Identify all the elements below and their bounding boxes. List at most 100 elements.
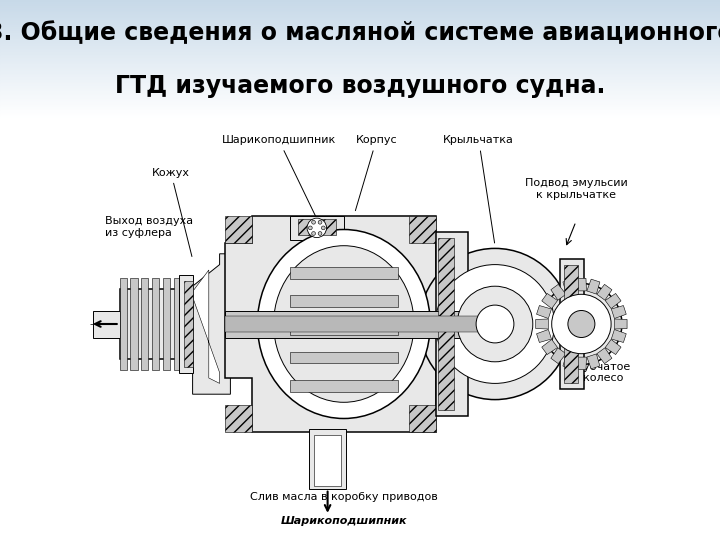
Bar (0, 24, 720, 25)
Bar (0, 78, 720, 79)
Text: ГТД изучаемого воздушного судна.: ГТД изучаемого воздушного судна. (114, 73, 606, 98)
Bar (0, 43, 720, 44)
Bar (0, 11, 720, 12)
Bar (0, 89, 720, 90)
Polygon shape (536, 329, 552, 342)
Bar (289, 295, 397, 307)
Bar (225, 405, 252, 432)
Polygon shape (597, 285, 612, 300)
Circle shape (318, 220, 322, 224)
Bar (0, 51, 720, 52)
Bar (0, 76, 720, 77)
Bar (409, 216, 436, 243)
Circle shape (308, 226, 312, 230)
Polygon shape (606, 340, 621, 355)
Bar (309, 429, 346, 489)
Bar (0, 91, 720, 93)
Bar (0, 45, 720, 46)
Bar (0, 118, 720, 119)
Bar (120, 289, 184, 359)
Bar (0, 112, 720, 113)
Polygon shape (577, 278, 586, 291)
Bar (0, 108, 720, 109)
Bar (225, 216, 252, 243)
Bar (0, 57, 720, 58)
Bar (0, 13, 720, 14)
Bar (0, 29, 720, 30)
Bar (0, 16, 720, 17)
Bar (0, 36, 720, 37)
Bar (289, 352, 397, 363)
Bar (0, 55, 720, 56)
Bar (179, 275, 192, 373)
Bar (141, 278, 148, 370)
Bar (0, 46, 720, 48)
Polygon shape (606, 293, 621, 308)
Polygon shape (192, 270, 220, 383)
Bar (0, 103, 720, 105)
Bar (0, 37, 720, 38)
Polygon shape (192, 254, 230, 394)
Bar (0, 40, 720, 42)
Bar (0, 20, 720, 22)
Bar (0, 30, 720, 31)
Bar (0, 68, 720, 69)
Bar (0, 19, 720, 20)
Bar (0, 62, 720, 63)
Bar (0, 2, 720, 4)
Bar (0, 49, 720, 50)
Bar (0, 69, 720, 70)
Bar (0, 88, 720, 89)
Bar (298, 219, 336, 235)
Polygon shape (551, 285, 566, 300)
Bar (289, 216, 344, 240)
Bar (0, 85, 720, 87)
Bar (0, 0, 720, 1)
Bar (0, 48, 720, 49)
Bar (225, 316, 505, 332)
Polygon shape (225, 216, 436, 432)
Bar (174, 278, 181, 370)
Bar (0, 117, 720, 118)
Bar (289, 323, 397, 335)
Bar (0, 93, 720, 94)
Bar (152, 278, 159, 370)
Ellipse shape (258, 230, 430, 418)
Circle shape (476, 305, 514, 343)
Bar (0, 5, 720, 6)
Bar (0, 18, 720, 19)
Bar (0, 63, 720, 64)
Text: Зубчатое
колесо: Зубчатое колесо (576, 362, 630, 383)
Bar (0, 99, 720, 100)
Bar (289, 267, 397, 279)
Bar (0, 102, 720, 103)
Bar (0, 72, 720, 73)
Bar (0, 83, 720, 84)
Bar (0, 32, 720, 33)
Bar (0, 105, 720, 106)
Bar (0, 97, 720, 99)
Text: Шарикоподшипник: Шарикоподшипник (222, 136, 336, 216)
Bar (0, 52, 720, 53)
Polygon shape (563, 279, 576, 294)
Bar (0, 22, 720, 23)
Bar (0, 87, 720, 88)
Polygon shape (541, 293, 557, 308)
Bar (0, 26, 720, 28)
Circle shape (318, 232, 322, 235)
Bar (560, 259, 584, 389)
Polygon shape (587, 279, 600, 294)
Bar (409, 405, 436, 432)
Text: Корпус: Корпус (356, 136, 397, 211)
Bar (130, 278, 138, 370)
Bar (120, 278, 127, 370)
Bar (0, 75, 720, 76)
Circle shape (568, 310, 595, 338)
Bar (0, 10, 720, 11)
Bar (0, 8, 720, 10)
Circle shape (312, 220, 315, 224)
Circle shape (552, 294, 611, 354)
Bar (0, 77, 720, 78)
Polygon shape (563, 354, 576, 369)
Text: Подвод эмульсии
к крыльчатке: Подвод эмульсии к крыльчатке (525, 178, 627, 200)
